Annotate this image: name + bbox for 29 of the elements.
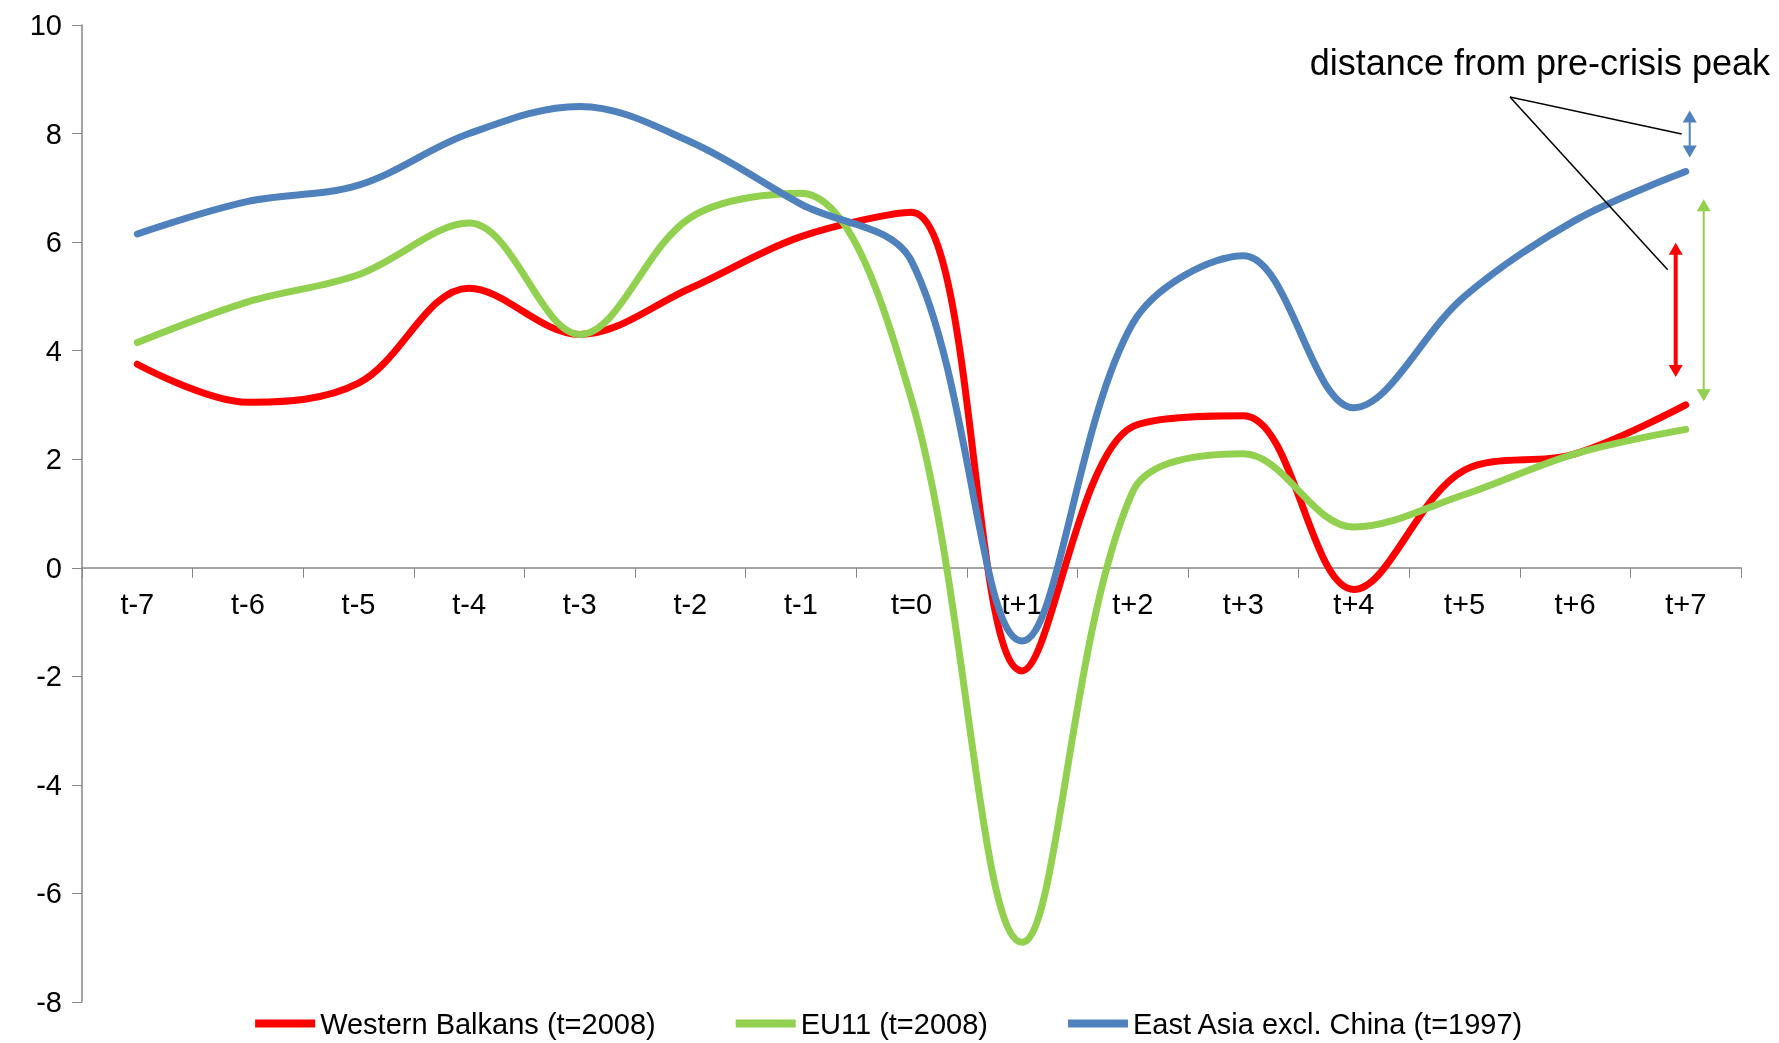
y-tick-label: 4: [45, 334, 62, 367]
y-tick-label: -6: [36, 877, 62, 910]
x-tick-label: t+1: [1001, 588, 1043, 621]
x-tick-label: t+6: [1554, 588, 1596, 621]
y-tick-label: 6: [45, 226, 62, 259]
x-tick-label: t-1: [783, 588, 818, 621]
x-tick-label: t+5: [1443, 588, 1486, 621]
annotation: distance from pre-crisis peak: [1309, 42, 1771, 83]
legend-label: East Asia excl. China (t=1997): [1132, 1007, 1523, 1040]
x-tick-label: t=0: [890, 588, 933, 621]
x-tick-label: t-6: [230, 588, 265, 621]
y-tick-label: -4: [36, 768, 62, 801]
x-tick-label: t-7: [120, 588, 155, 621]
x-tick-label: t-3: [562, 588, 597, 621]
x-tick-label: t+4: [1333, 588, 1375, 621]
x-tick-label: t+3: [1222, 588, 1264, 621]
y-tick-label: -8: [36, 986, 62, 1018]
x-tick-label: t+7: [1665, 588, 1707, 621]
y-tick-label: 10: [29, 9, 62, 41]
y-tick-label: 0: [45, 551, 62, 584]
x-tick-label: t-4: [452, 588, 487, 621]
y-tick-label: 2: [45, 443, 62, 476]
x-tick-label: t+2: [1112, 588, 1154, 621]
legend-label: EU11 (t=2008): [800, 1007, 988, 1040]
x-tick-label: t-2: [673, 588, 708, 621]
legend-label: Western Balkans (t=2008): [320, 1007, 656, 1040]
x-tick-label: t-5: [341, 588, 376, 621]
y-tick-label: 8: [45, 117, 62, 150]
y-tick-label: -2: [36, 660, 62, 693]
